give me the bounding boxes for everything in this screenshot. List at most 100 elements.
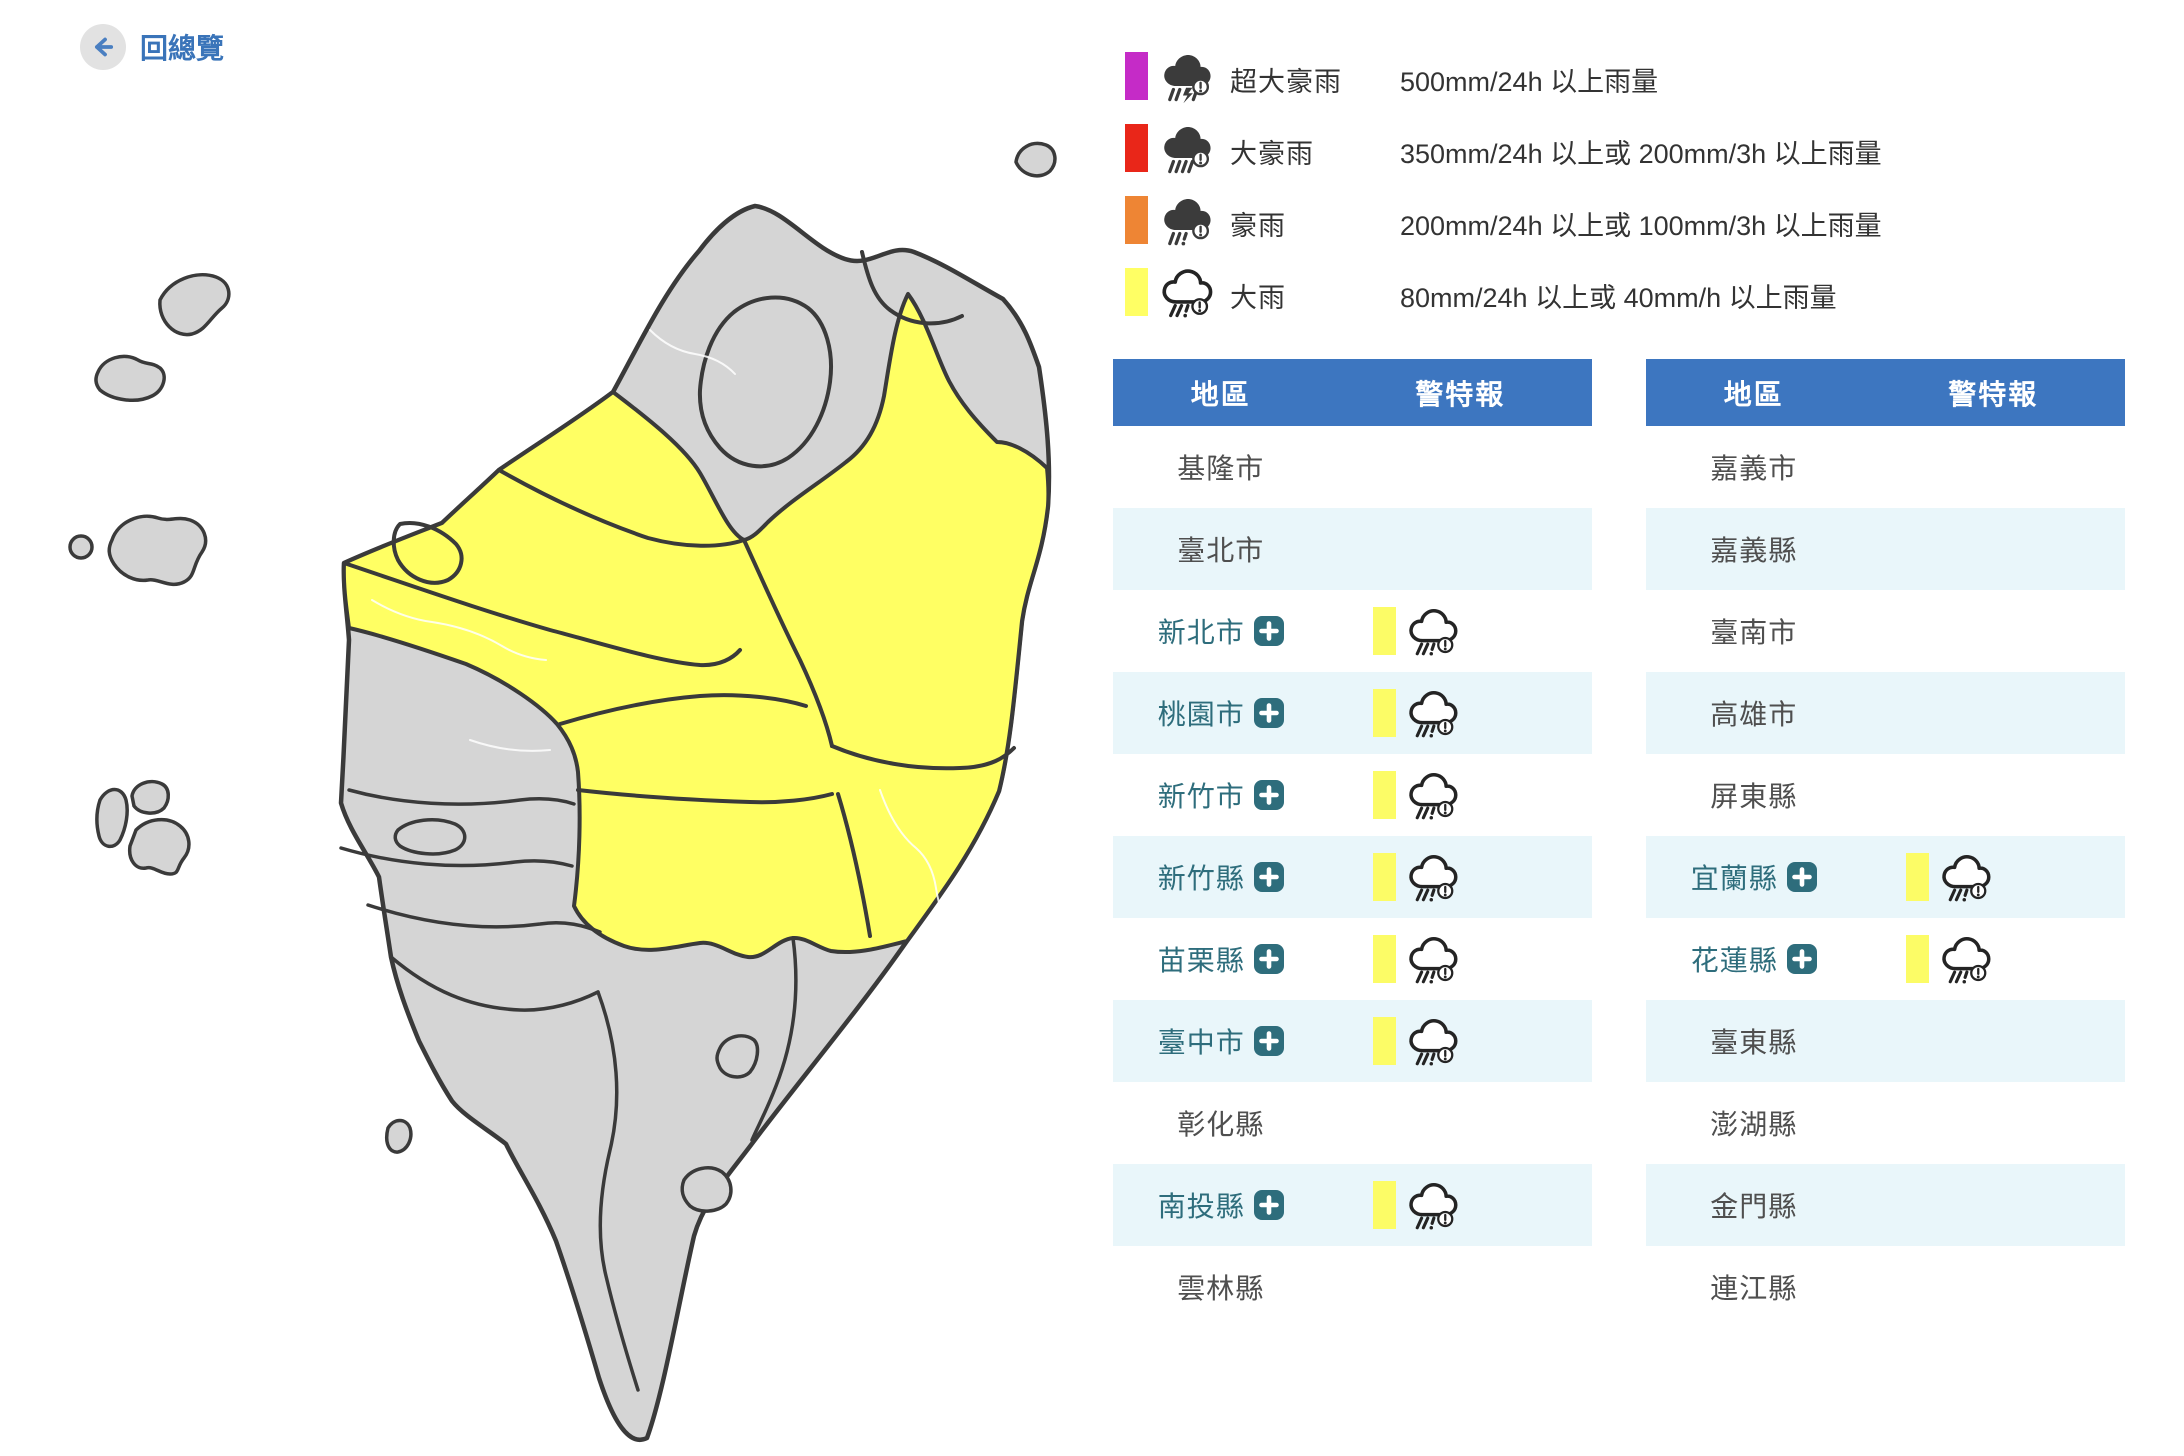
back-label[interactable]: 回總覽	[140, 33, 225, 64]
table-row: 臺中市	[1113, 1000, 1592, 1082]
region-name: 嘉義市	[1710, 453, 1798, 484]
legend-color-bar	[1125, 124, 1148, 172]
region-cell-臺中市[interactable]: 臺中市	[1113, 1021, 1329, 1061]
warning-level-bar	[1372, 607, 1396, 655]
region-cell-臺北市: 臺北市	[1113, 529, 1329, 569]
region-cell-屏東縣: 屏東縣	[1646, 775, 1862, 815]
legend-row: 豪雨 200mm/24h 以上或 100mm/3h 以上雨量	[1125, 184, 2145, 256]
island-green	[715, 1034, 760, 1079]
region-cell-嘉義市: 嘉義市	[1646, 447, 1862, 487]
island-xiaoliuqiu	[385, 1118, 413, 1154]
region-name[interactable]: 新北市	[1157, 617, 1245, 648]
taiwan-warning-map[interactable]	[0, 0, 1080, 1456]
island-kinmen-west	[95, 787, 129, 849]
warning-level-bar	[1372, 689, 1396, 737]
rain-cloud-icon	[1158, 119, 1216, 177]
expand-plus-icon[interactable]	[1254, 944, 1284, 974]
region-name[interactable]: 臺中市	[1157, 1027, 1245, 1058]
table-row: 嘉義市	[1646, 426, 2125, 508]
region-name: 屏東縣	[1710, 781, 1798, 812]
header-warning-label: 警特報	[1948, 378, 2039, 410]
warning-cell	[1329, 685, 1592, 741]
heavy-rain-warning-icon	[1405, 685, 1461, 741]
region-name[interactable]: 新竹市	[1157, 781, 1245, 812]
legend-level-label: 大雨	[1230, 283, 1286, 313]
heavy-rain-warning-icon	[1405, 931, 1461, 987]
region-cell-苗栗縣[interactable]: 苗栗縣	[1113, 939, 1329, 979]
table-row: 桃園市	[1113, 672, 1592, 754]
region-cell-金門縣: 金門縣	[1646, 1185, 1862, 1225]
legend-color-bar	[1125, 196, 1148, 244]
header-region-label: 地區	[1190, 378, 1251, 410]
table-row: 苗栗縣	[1113, 918, 1592, 1000]
region-name[interactable]: 花蓮縣	[1690, 945, 1778, 976]
warning-table-east: 地區 警特報 嘉義市 嘉義縣 臺南市 高雄市 屏東縣 宜蘭縣 花蓮縣 臺東縣 澎湖縣 金門縣 連江縣	[1646, 359, 2125, 1328]
back-arrow-icon[interactable]	[80, 24, 126, 70]
region-name[interactable]: 宜蘭縣	[1690, 863, 1778, 894]
expand-plus-icon[interactable]	[1787, 862, 1817, 892]
expand-plus-icon[interactable]	[1254, 780, 1284, 810]
heavy-rain-warning-icon	[1938, 849, 1994, 905]
region-cell-桃園市[interactable]: 桃園市	[1113, 693, 1329, 733]
legend-row: 大豪雨 350mm/24h 以上或 200mm/3h 以上雨量	[1125, 112, 2145, 184]
heavy-rain-warning-icon	[1938, 931, 1994, 987]
table-row: 彰化縣	[1113, 1082, 1592, 1164]
warning-cell	[1329, 767, 1592, 823]
region-name: 嘉義縣	[1710, 535, 1798, 566]
map-warning-area-yellow[interactable]	[341, 292, 1051, 960]
region-name[interactable]: 南投縣	[1157, 1191, 1245, 1222]
table-row: 宜蘭縣	[1646, 836, 2125, 918]
region-name[interactable]: 新竹縣	[1157, 863, 1245, 894]
map-outlying-islands[interactable]	[68, 141, 1057, 1213]
expand-plus-icon[interactable]	[1254, 1026, 1284, 1056]
region-name: 澎湖縣	[1710, 1109, 1798, 1140]
table-row: 基隆市	[1113, 426, 1592, 508]
back-to-overview-button[interactable]: 回總覽	[80, 24, 224, 70]
region-cell-花蓮縣[interactable]: 花蓮縣	[1646, 939, 1862, 979]
region-name: 臺東縣	[1710, 1027, 1798, 1058]
warning-cell	[1862, 849, 2125, 905]
table-header: 地區 警特報	[1646, 359, 2125, 426]
region-cell-新北市[interactable]: 新北市	[1113, 611, 1329, 651]
expand-plus-icon[interactable]	[1254, 1190, 1284, 1220]
region-cell-臺東縣: 臺東縣	[1646, 1021, 1862, 1061]
expand-plus-icon[interactable]	[1254, 862, 1284, 892]
expand-plus-icon[interactable]	[1254, 616, 1284, 646]
legend-level-label: 大豪雨	[1230, 139, 1314, 169]
table-row: 臺南市	[1646, 590, 2125, 672]
rain-cloud-icon	[1158, 263, 1216, 321]
heavy-rain-warning-icon	[1405, 767, 1461, 823]
region-name: 金門縣	[1710, 1191, 1798, 1222]
table-row: 屏東縣	[1646, 754, 2125, 836]
region-cell-新竹縣[interactable]: 新竹縣	[1113, 857, 1329, 897]
table-row: 新竹縣	[1113, 836, 1592, 918]
expand-plus-icon[interactable]	[1787, 944, 1817, 974]
header-region-label: 地區	[1723, 378, 1784, 410]
warning-level-bar	[1905, 853, 1929, 901]
warning-cell	[1329, 1013, 1592, 1069]
rain-cloud-icon	[1158, 47, 1216, 105]
region-cell-南投縣[interactable]: 南投縣	[1113, 1185, 1329, 1225]
warning-level-bar	[1372, 771, 1396, 819]
header-warning-label: 警特報	[1415, 378, 1506, 410]
region-cell-宜蘭縣[interactable]: 宜蘭縣	[1646, 857, 1862, 897]
warning-level-bar	[1372, 1017, 1396, 1065]
region-name[interactable]: 桃園市	[1157, 699, 1245, 730]
warning-level-bar	[1372, 1181, 1396, 1229]
table-row: 高雄市	[1646, 672, 2125, 754]
warning-cell	[1329, 931, 1592, 987]
legend-level-label: 超大豪雨	[1230, 67, 1342, 97]
region-name[interactable]: 苗栗縣	[1157, 945, 1245, 976]
region-cell-彰化縣: 彰化縣	[1113, 1103, 1329, 1143]
warning-cell	[1862, 931, 2125, 987]
expand-plus-icon[interactable]	[1254, 698, 1284, 728]
region-cell-新竹市[interactable]: 新竹市	[1113, 775, 1329, 815]
region-cell-臺南市: 臺南市	[1646, 611, 1862, 651]
rain-legend: 超大豪雨 500mm/24h 以上雨量大豪雨 350mm/24h 以上或 200mm…	[1125, 40, 2145, 328]
legend-threshold-text: 500mm/24h 以上雨量	[1400, 67, 1659, 97]
map-county-borders-south	[339, 788, 798, 1392]
region-name: 基隆市	[1177, 453, 1265, 484]
region-cell-澎湖縣: 澎湖縣	[1646, 1103, 1862, 1143]
region-name: 臺北市	[1177, 535, 1265, 566]
table-row: 臺東縣	[1646, 1000, 2125, 1082]
